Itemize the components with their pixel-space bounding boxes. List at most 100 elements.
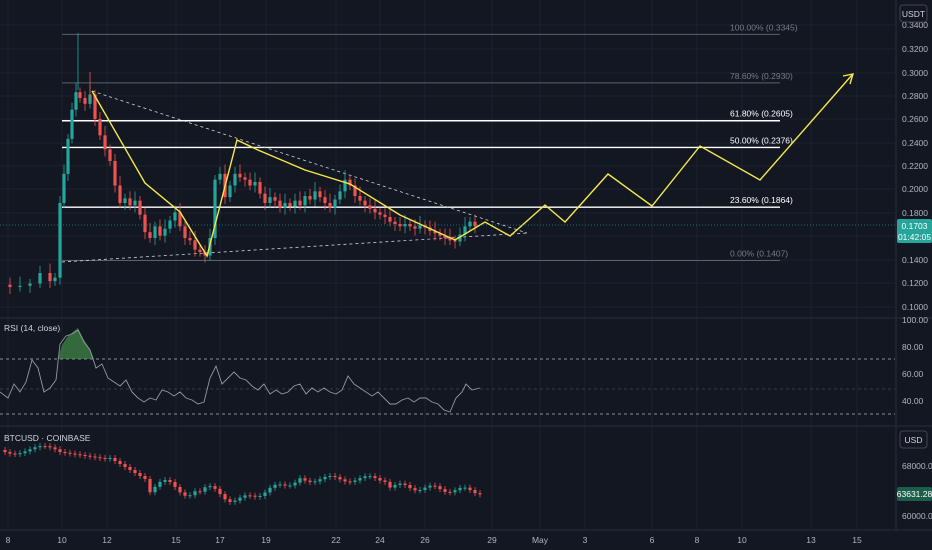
btc-candle-body <box>43 446 47 448</box>
candle-body <box>78 92 82 98</box>
candle-body <box>373 208 377 213</box>
btc-candle-body <box>328 476 332 478</box>
btc-candle-body <box>213 486 217 489</box>
time-axis[interactable]: 8 10 12 15 17 19 22 24 26 29 May 3 6 8 10 13 15 <box>0 529 932 545</box>
candle-body <box>383 214 387 217</box>
btc-candle-body <box>468 487 472 491</box>
price-tick-label: 0.3000 <box>902 68 928 78</box>
rsi-pane[interactable]: RSI (14, close) <box>0 317 932 415</box>
candle-body <box>358 195 362 201</box>
btc-candle-body <box>8 452 12 454</box>
candle-body <box>18 285 22 287</box>
price-scale[interactable]: 0.3400 0.3200 0.3000 0.2800 0.2600 0.2400 0.22… <box>895 0 932 530</box>
btc-candle-body <box>458 487 462 491</box>
candle-body <box>258 181 262 194</box>
btc-candle-body <box>408 485 412 489</box>
candle-body <box>38 272 42 284</box>
btc-candle-body <box>143 476 147 479</box>
currency-button-usd[interactable]: USD <box>899 430 928 449</box>
btc-candle-body <box>13 453 17 455</box>
btc-candle-body <box>3 450 7 453</box>
time-axis-label: 19 <box>261 535 271 545</box>
btc-candle-body <box>348 481 352 483</box>
candle-body <box>298 200 302 206</box>
btc-candle-body <box>113 458 117 461</box>
btc-candle-body <box>158 481 162 487</box>
triangle-upper-trendline[interactable] <box>91 90 528 234</box>
candle-body <box>238 173 242 178</box>
btc-candle-body <box>118 461 122 464</box>
btc-candle-body <box>228 499 232 502</box>
price-tick-label: 0.1400 <box>902 255 928 265</box>
candle-body <box>273 197 277 201</box>
candle-body <box>288 202 292 207</box>
btc-candle-body <box>403 483 407 486</box>
btc-comparison-pane[interactable]: BTCUSD · COINBASE <box>0 425 932 505</box>
candle-body <box>393 221 397 224</box>
btc-candle-body <box>293 482 297 486</box>
btc-candle-body <box>68 452 72 454</box>
candle-body <box>253 181 257 186</box>
btc-candle-body <box>313 481 317 483</box>
fib-level-label: 78.60% (0.2930) <box>730 71 793 81</box>
time-axis-label: 24 <box>375 535 385 545</box>
btc-candle-body <box>368 476 372 478</box>
fibonacci-retracement[interactable]: 100.00% (0.3345) 78.60% (0.2930) 61.80% (0… <box>62 22 798 262</box>
btc-candle-body <box>28 449 32 452</box>
btc-title: BTCUSD · COINBASE <box>4 433 91 443</box>
btc-candle-body <box>443 489 447 492</box>
btc-candle-body <box>238 497 242 501</box>
btc-candle-body <box>188 495 192 497</box>
candle-body <box>58 202 62 278</box>
rsi-tick-label: 40.00 <box>902 396 924 406</box>
btc-candle-body <box>343 479 347 482</box>
currency-button-usdt[interactable]: USDT <box>899 4 928 23</box>
candle-body <box>473 221 477 227</box>
candle-body <box>133 200 137 206</box>
currency-label: USD <box>905 435 923 445</box>
price-tick-label: 0.2200 <box>902 161 928 171</box>
countdown-timer: 01:42:05 <box>898 232 931 242</box>
candle-body <box>163 228 167 236</box>
candle-body <box>143 214 147 233</box>
candle-body <box>228 185 232 198</box>
chart-grid <box>0 0 895 530</box>
candle-body <box>263 193 267 203</box>
rsi-title: RSI (14, close) <box>4 323 60 333</box>
time-axis-label: 3 <box>583 535 588 545</box>
candle-body <box>113 160 117 186</box>
btc-candle-body <box>438 486 442 490</box>
btc-candle-body <box>338 477 342 480</box>
candle-body <box>408 223 412 227</box>
candle-body <box>458 234 462 242</box>
btc-candle-body <box>48 446 52 448</box>
triangle-pattern[interactable] <box>61 90 528 263</box>
candle-body <box>333 199 337 208</box>
candle-body <box>123 198 127 203</box>
btc-candle-body <box>198 491 202 493</box>
btc-last-price-value: 63631.28 <box>897 489 932 499</box>
candle-body <box>83 97 87 104</box>
btc-candle-body <box>78 454 82 456</box>
time-axis-label: 15 <box>852 535 862 545</box>
btc-candle-body <box>358 478 362 481</box>
btc-candle-body <box>268 487 272 493</box>
btc-tick-label: 68000.00 <box>902 461 932 471</box>
btc-candle-body <box>123 464 127 467</box>
btc-candle-body <box>218 488 222 495</box>
btc-candle-body <box>463 487 467 489</box>
candle-body <box>388 216 392 222</box>
candle-body <box>70 109 74 139</box>
time-axis-label: May <box>532 535 549 545</box>
price-tick-label: 0.3200 <box>902 44 928 54</box>
candle-body <box>433 230 437 234</box>
price-projection-path[interactable] <box>91 74 853 258</box>
fib-level-label: 0.00% (0.1407) <box>730 249 788 259</box>
btc-candle-body <box>128 467 132 470</box>
btc-candle-body <box>98 457 102 459</box>
btc-candle-body <box>388 481 392 488</box>
price-tick-label: 0.3400 <box>902 20 928 30</box>
main-price-pane[interactable]: 100.00% (0.3345) 78.60% (0.2930) 61.80% (0… <box>0 22 895 294</box>
candle-body <box>103 135 107 150</box>
